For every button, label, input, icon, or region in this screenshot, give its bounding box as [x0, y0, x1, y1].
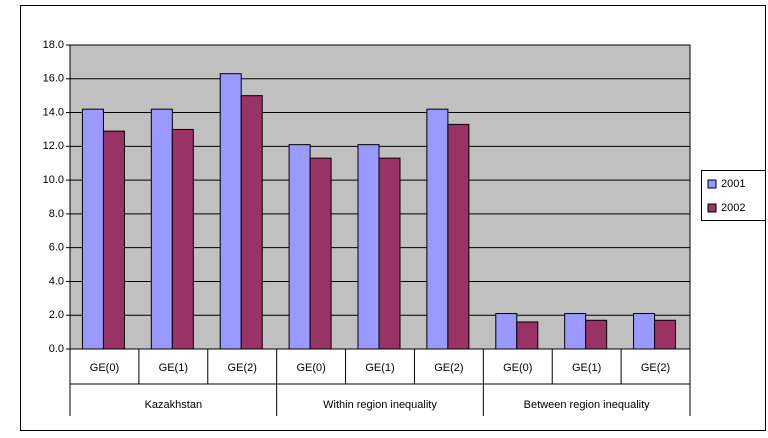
bar: [564, 313, 587, 350]
bar: [633, 313, 656, 350]
group-label: Kazakhstan: [145, 399, 202, 411]
x-tick-label: GE(1): [572, 362, 601, 374]
bar: [378, 157, 401, 350]
y-tick-label: 6.0: [49, 242, 64, 254]
x-tick-label: GE(1): [159, 362, 188, 374]
bar: [426, 108, 449, 350]
legend-swatch: [707, 203, 717, 213]
plot-border: [69, 44, 691, 350]
bar: [288, 144, 311, 350]
bar: [357, 144, 380, 350]
bar: [585, 319, 608, 350]
bar: [447, 123, 470, 350]
bar: [102, 130, 125, 350]
x-tick-label: GE(0): [296, 362, 325, 374]
x-tick-label: GE(1): [365, 362, 394, 374]
legend-label: 2002: [721, 202, 745, 214]
y-tick-label: 2.0: [49, 309, 64, 321]
group-label: Between region inequality: [524, 399, 650, 411]
x-tick-label: GE(0): [90, 362, 119, 374]
group-label: Within region inequality: [323, 399, 437, 411]
legend-label: 2001: [721, 178, 745, 190]
y-tick-label: 12.0: [43, 140, 64, 152]
bar: [654, 319, 677, 350]
y-tick-label: 18.0: [43, 39, 64, 51]
bar: [516, 321, 539, 350]
y-tick-label: 14.0: [43, 106, 64, 118]
bar: [150, 108, 173, 350]
bar: [240, 95, 263, 350]
y-tick-label: 8.0: [49, 208, 64, 220]
x-tick-label: GE(2): [228, 362, 257, 374]
bar: [309, 157, 332, 350]
y-tick-label: 0.0: [49, 343, 64, 355]
bar: [495, 313, 518, 350]
x-tick-label: GE(2): [434, 362, 463, 374]
y-tick-label: 16.0: [43, 73, 64, 85]
x-tick-label: GE(0): [503, 362, 532, 374]
y-tick-label: 10.0: [43, 174, 64, 186]
legend-swatch: [707, 179, 717, 189]
bar: [219, 73, 242, 350]
bar: [81, 108, 104, 350]
x-tick-label: GE(2): [641, 362, 670, 374]
y-tick-label: 4.0: [49, 275, 64, 287]
bar: [171, 128, 194, 350]
